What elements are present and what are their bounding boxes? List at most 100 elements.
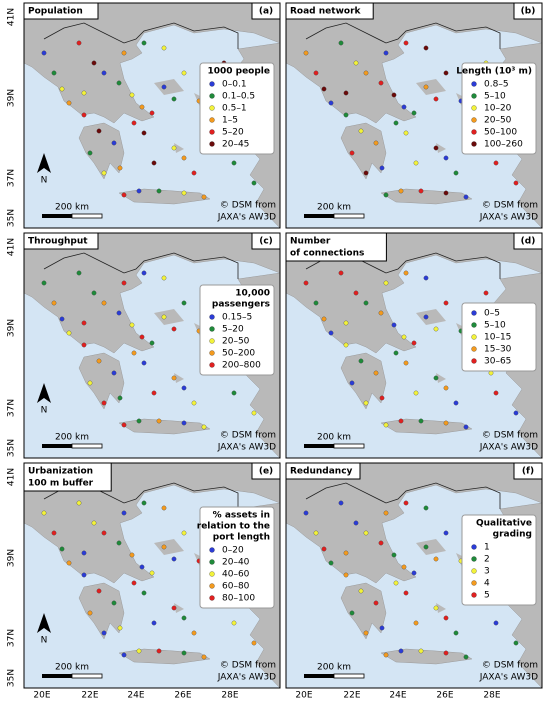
- port-dot: [136, 648, 142, 654]
- scale-label: 200 km: [55, 433, 89, 443]
- panel-letter: (b): [521, 7, 536, 17]
- lon-label: 24E: [389, 691, 406, 701]
- port-dot: [76, 500, 82, 506]
- scale-bar: [42, 674, 72, 678]
- port-dot: [353, 520, 359, 526]
- port-dot: [433, 96, 439, 102]
- port-dot: [41, 510, 47, 516]
- port-dot: [91, 290, 97, 296]
- legend-label: 10–20: [484, 104, 512, 114]
- port-dot: [349, 610, 355, 616]
- port-dot: [463, 194, 469, 200]
- legend-box: [461, 514, 537, 606]
- port-dot: [433, 145, 439, 151]
- legend-label: 0.5–1: [222, 104, 247, 114]
- port-dot: [139, 564, 145, 570]
- legend-label: 0.8–5: [484, 80, 509, 90]
- panel-frame: [23, 462, 281, 689]
- letter-box: [251, 232, 281, 250]
- legend-label: 15–30: [484, 345, 512, 355]
- port-dot: [401, 104, 407, 110]
- port-dot: [121, 50, 127, 56]
- letter-box: [513, 232, 543, 250]
- title-box: [285, 2, 374, 20]
- legend-dot: [471, 129, 477, 135]
- port-dot: [161, 275, 167, 281]
- legend-title: Length (10³ m): [456, 67, 532, 77]
- port-dot: [101, 400, 107, 406]
- port-dot: [141, 270, 147, 276]
- port-dot: [321, 86, 327, 92]
- legend-dot: [471, 310, 477, 316]
- port-dot: [87, 610, 93, 616]
- port-dot: [391, 322, 397, 328]
- port-dot: [117, 395, 123, 401]
- port-dot: [303, 280, 309, 286]
- port-dot: [161, 45, 167, 51]
- port-dot: [91, 520, 97, 526]
- legend-dot: [209, 93, 215, 99]
- port-dot: [191, 170, 197, 176]
- port-dot: [181, 615, 187, 621]
- panel-title: 100 m buffer: [28, 479, 94, 489]
- port-dot: [363, 170, 369, 176]
- port-dot: [201, 424, 207, 430]
- lon-label: 28E: [221, 691, 238, 701]
- port-dot: [443, 155, 449, 161]
- scale-bar: [71, 443, 103, 449]
- legend-title: % assets in: [213, 511, 270, 521]
- port-dot: [383, 422, 389, 428]
- port-dot: [328, 330, 334, 336]
- lon-label: 26E: [436, 691, 453, 701]
- port-dot: [171, 556, 177, 562]
- port-dot: [136, 418, 142, 424]
- scale-bar: [333, 213, 365, 219]
- port-dot: [41, 280, 47, 286]
- port-dot: [101, 70, 107, 76]
- port-dot: [423, 544, 429, 550]
- port-dot: [418, 188, 424, 194]
- legend-dot: [471, 592, 477, 598]
- port-dot: [303, 50, 309, 56]
- port-dot: [493, 390, 499, 396]
- panel-title: Population: [28, 7, 83, 17]
- scale-bar: [304, 674, 334, 678]
- scale-label: 200 km: [317, 203, 351, 213]
- letter-box: [513, 2, 543, 20]
- port-dot: [343, 320, 349, 326]
- port-dot: [181, 530, 187, 536]
- lon-label: 20E: [295, 691, 312, 701]
- legend-dot: [209, 141, 215, 147]
- port-dot: [373, 370, 379, 376]
- port-dot: [353, 60, 359, 66]
- port-dot: [443, 190, 449, 196]
- port-dot: [149, 570, 155, 576]
- port-dot: [433, 375, 439, 381]
- port-dot: [378, 80, 384, 86]
- legend-label: 0–20: [222, 546, 244, 556]
- legend-dot: [471, 334, 477, 340]
- port-dot: [141, 130, 147, 136]
- legend-label: 200–800: [222, 361, 261, 371]
- port-dot: [343, 90, 349, 96]
- legend-box: [199, 284, 275, 376]
- title-box: [23, 462, 112, 492]
- port-dot: [423, 314, 429, 320]
- lat-label: 39N: [7, 319, 17, 337]
- port-dot: [129, 552, 135, 558]
- panel-title: Urbanization: [28, 467, 93, 477]
- panel-frame: [285, 232, 543, 459]
- port-dot: [383, 280, 389, 286]
- legend-label: 0–0.1: [222, 80, 247, 90]
- legend-dot: [209, 362, 215, 368]
- port-dot: [76, 40, 82, 46]
- port-dot: [349, 380, 355, 386]
- legend-box: [199, 506, 275, 609]
- port-dot: [81, 320, 87, 326]
- port-dot: [343, 342, 349, 348]
- port-dot: [181, 300, 187, 306]
- port-dot: [328, 560, 334, 566]
- port-dot: [171, 145, 177, 151]
- port-dot: [191, 400, 197, 406]
- port-dot: [191, 630, 197, 636]
